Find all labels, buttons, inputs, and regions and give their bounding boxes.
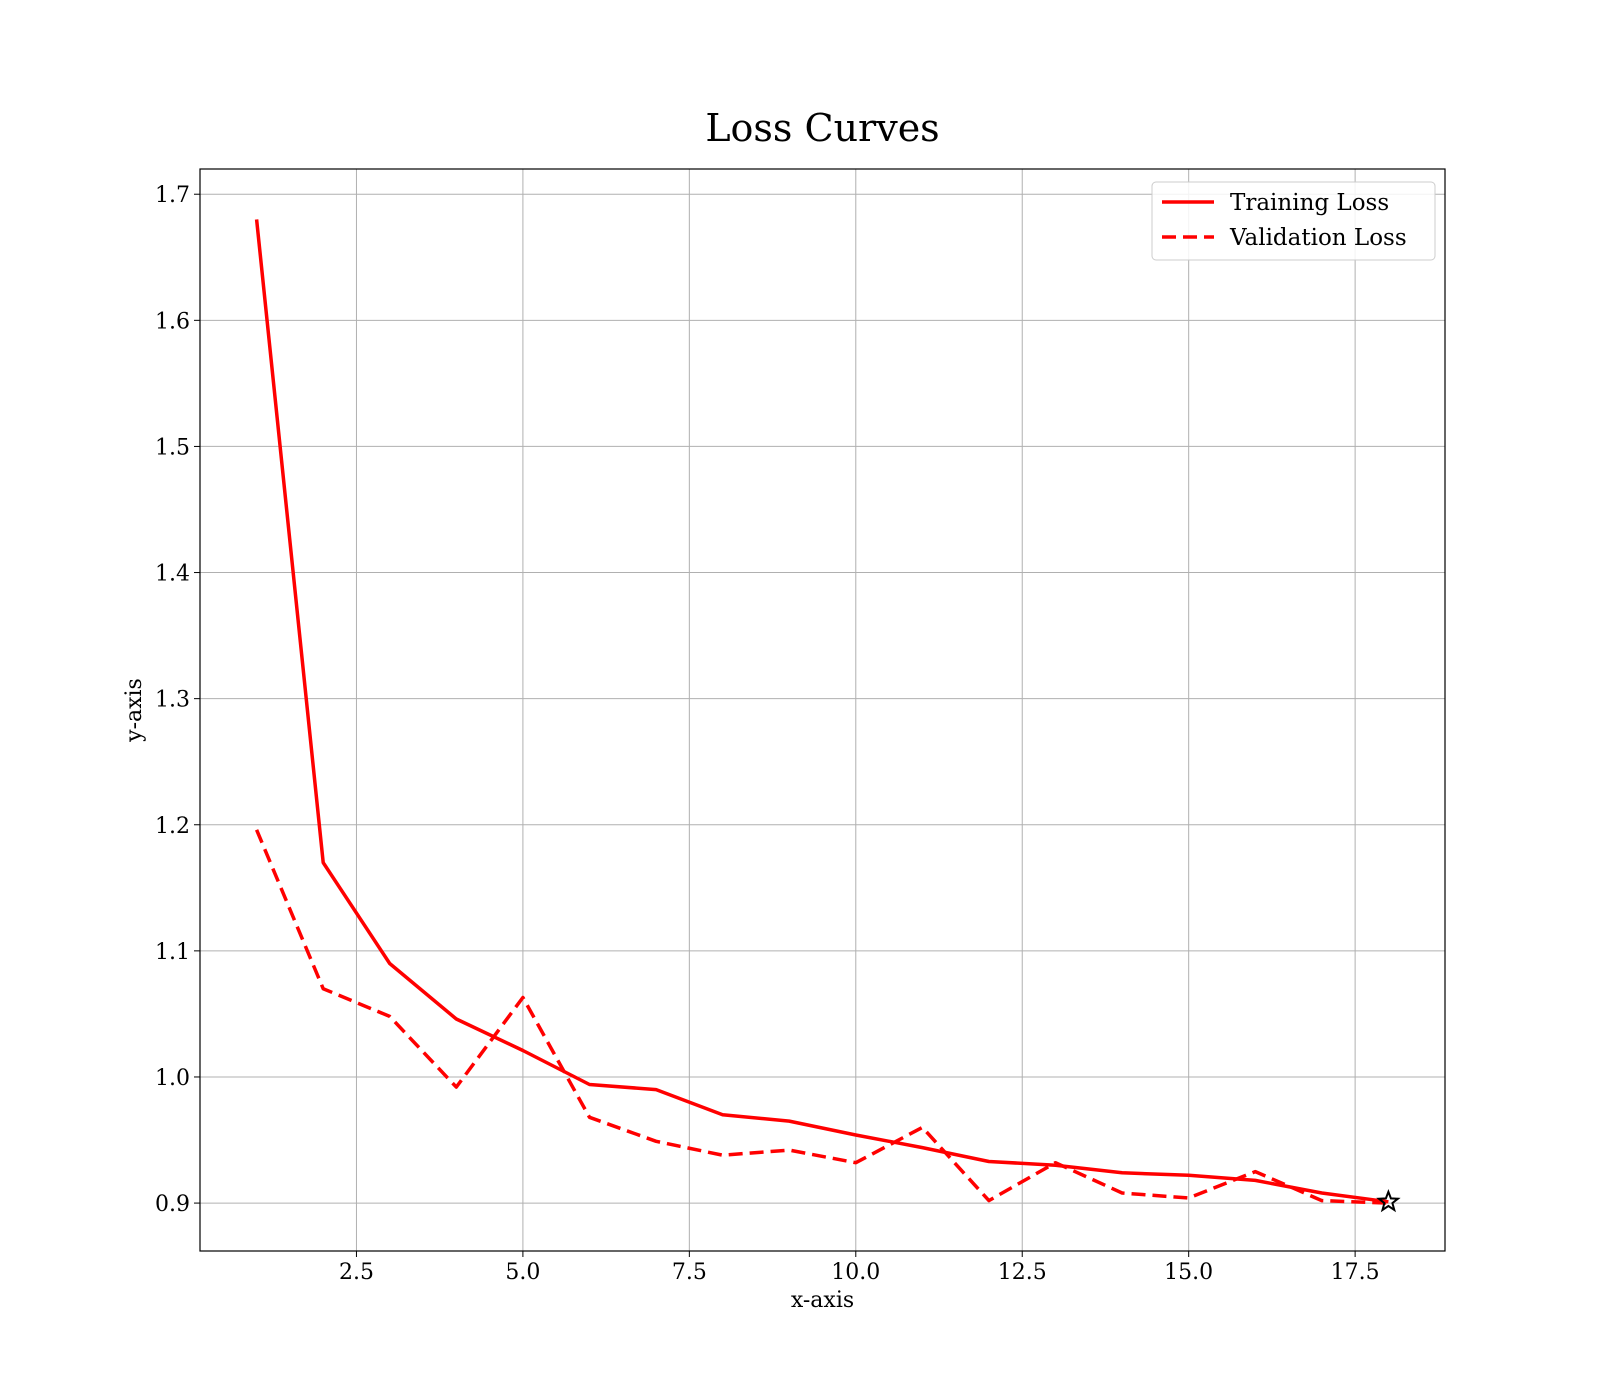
x-tick-label: 5.0	[505, 1260, 540, 1285]
y-tick-label: 1.7	[155, 183, 190, 208]
legend: Training Loss Validation Loss	[1151, 181, 1436, 261]
legend-entry-label: Validation Loss	[1229, 225, 1407, 251]
series-layer	[254, 219, 1401, 1213]
validation-loss-line	[254, 829, 1389, 1205]
y-tick-label: 1.3	[155, 688, 190, 713]
x-tick-label: 17.5	[1331, 1260, 1380, 1285]
training-loss-line	[254, 219, 1389, 1204]
x-tick-label: 12.5	[998, 1260, 1047, 1285]
chart-title: Loss Curves	[705, 106, 939, 150]
x-tick-label: 2.5	[339, 1260, 374, 1285]
plot-frame	[199, 168, 1446, 1252]
x-tick-label: 15.0	[1164, 1260, 1213, 1285]
x-axis-label: x-axis	[791, 1288, 854, 1313]
ticks: 2.5 5.0 7.5 10.0 12.5 15.0 17.5 0.9 1.0 1.1 1.2 1.3…	[155, 183, 1380, 1285]
y-tick-label: 1.0	[155, 1066, 190, 1091]
legend-box	[1151, 181, 1436, 261]
y-tick-label: 1.2	[155, 814, 190, 839]
grid	[200, 169, 1445, 1251]
y-tick-label: 0.9	[155, 1192, 190, 1217]
x-tick-label: 7.5	[672, 1260, 707, 1285]
y-tick-label: 1.6	[155, 309, 190, 334]
y-axis-label: y-axis	[122, 678, 147, 743]
y-tick-label: 1.4	[155, 562, 190, 587]
legend-entry-label: Training Loss	[1230, 190, 1389, 216]
x-tick-label: 10.0	[831, 1260, 880, 1285]
star-marker	[1376, 1188, 1401, 1213]
y-tick-label: 1.1	[155, 940, 190, 965]
y-tick-label: 1.5	[155, 435, 190, 460]
